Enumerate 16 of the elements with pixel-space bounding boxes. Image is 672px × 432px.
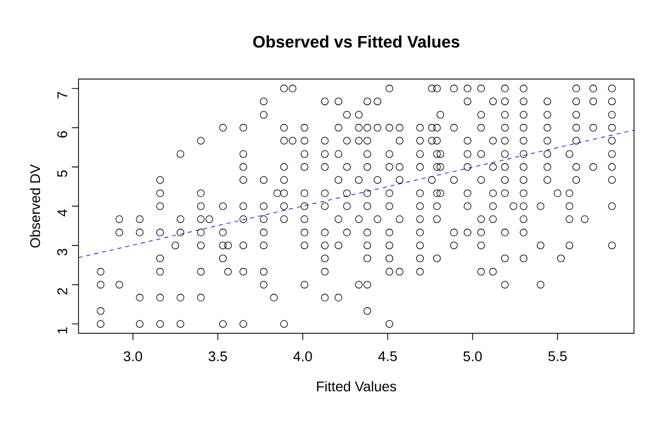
y-tick-label: 4: [58, 209, 68, 216]
y-tick-label: 7: [58, 92, 68, 98]
x-tick-label: 4.5: [378, 351, 397, 362]
x-tick-label: 5.0: [463, 351, 482, 362]
y-axis-title: Observed DV: [30, 164, 40, 248]
y-tick-label: 1: [58, 327, 68, 334]
x-tick-label: 3.5: [208, 351, 227, 362]
y-tick-label: 2: [57, 288, 68, 295]
y-tick-label: 5: [57, 170, 68, 177]
y-tick-label: 3: [57, 248, 68, 256]
x-axis-title: Fitted Values: [317, 381, 396, 392]
y-tick-label: 6: [57, 131, 68, 138]
x-tick-label: 4.0: [293, 351, 312, 362]
chart-title: Observed vs Fitted Values: [253, 35, 460, 48]
x-tick-label: 5.5: [548, 351, 567, 362]
x-tick-label: 3.0: [124, 351, 142, 362]
